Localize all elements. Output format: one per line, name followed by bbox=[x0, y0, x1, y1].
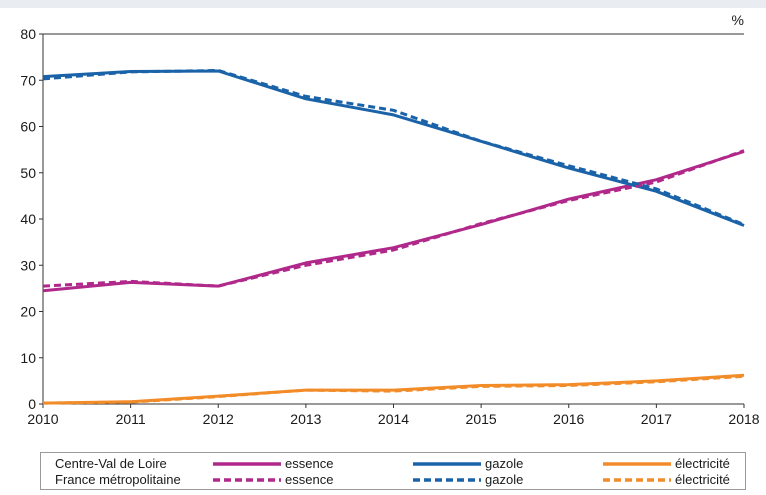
legend-line-swatch bbox=[413, 462, 481, 466]
y-tick-label: 30 bbox=[20, 257, 36, 273]
y-tick-label: 80 bbox=[20, 26, 36, 42]
series-line-lectricit-france bbox=[42, 374, 745, 405]
x-tick-label: 2013 bbox=[290, 411, 321, 427]
series-line-essence-centre bbox=[42, 150, 745, 293]
legend-line-swatch bbox=[603, 462, 671, 466]
legend-item-label: électricité bbox=[675, 472, 730, 487]
legend-line-swatch bbox=[213, 462, 281, 466]
line-chart: % 0 10 20 30 40 50 60 70 80 2010 2011 2012 2013 2014 2… bbox=[20, 12, 759, 427]
legend-region-label: Centre-Val de Loire bbox=[55, 456, 167, 471]
x-tick-label: 2012 bbox=[203, 411, 234, 427]
y-tick-label: 0 bbox=[28, 396, 36, 412]
x-tick-label: 2011 bbox=[116, 411, 146, 427]
y-tick-label: 20 bbox=[20, 304, 36, 320]
legend-line-swatch bbox=[603, 478, 671, 482]
unit-label: % bbox=[732, 12, 744, 28]
legend-item-label: électricité bbox=[675, 456, 730, 471]
x-tick-label: 2014 bbox=[378, 411, 409, 427]
legend-line-swatch bbox=[213, 478, 281, 482]
legend-item-label: gazole bbox=[485, 456, 524, 471]
legend-region-label: France métropolitaine bbox=[55, 472, 181, 487]
series-line-gazole-centre bbox=[42, 69, 745, 227]
x-tick-label: 2010 bbox=[27, 411, 58, 427]
x-tick-label: 2017 bbox=[641, 411, 672, 427]
x-tick-label: 2018 bbox=[728, 411, 759, 427]
x-tick-label: 2016 bbox=[553, 411, 584, 427]
legend: Centre-Val de Loire essence gazole élect… bbox=[40, 452, 746, 490]
y-tick-label: 60 bbox=[20, 119, 36, 135]
legend-item-label: essence bbox=[285, 472, 334, 487]
series-line-lectricit-centre bbox=[42, 373, 745, 405]
series-line-essence-france bbox=[42, 149, 745, 288]
x-tick-label: 2015 bbox=[466, 411, 497, 427]
legend-item-label: gazole bbox=[485, 472, 524, 487]
legend-line-swatch bbox=[413, 478, 481, 482]
axes bbox=[42, 33, 744, 405]
legend-row-centre: Centre-Val de Loire essence gazole élect… bbox=[41, 456, 745, 472]
y-tick-label: 40 bbox=[20, 211, 36, 227]
series-line-gazole-france bbox=[42, 69, 745, 226]
axis-ticks: 0 10 20 30 40 50 60 70 80 2010 2011 2012 2013 2014 201… bbox=[20, 26, 759, 427]
top-band bbox=[0, 0, 766, 8]
y-tick-label: 50 bbox=[20, 165, 36, 181]
y-tick-label: 10 bbox=[20, 350, 36, 366]
y-tick-label: 70 bbox=[20, 72, 36, 88]
legend-row-france: France métropolitaine essence gazole éle… bbox=[41, 472, 745, 488]
series-layer bbox=[42, 69, 745, 405]
legend-item-label: essence bbox=[285, 456, 334, 471]
